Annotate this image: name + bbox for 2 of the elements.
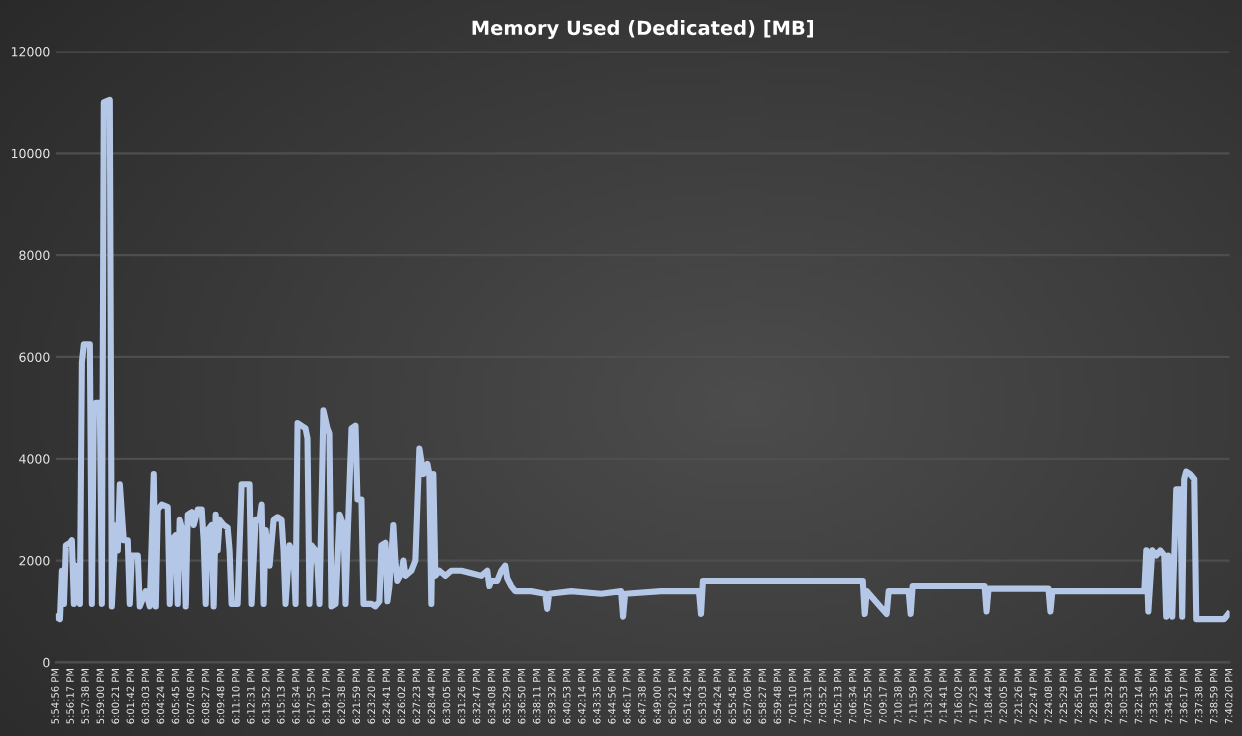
line-series [55,96,1230,623]
chart-title: Memory Used (Dedicated) [MB] [472,20,813,40]
